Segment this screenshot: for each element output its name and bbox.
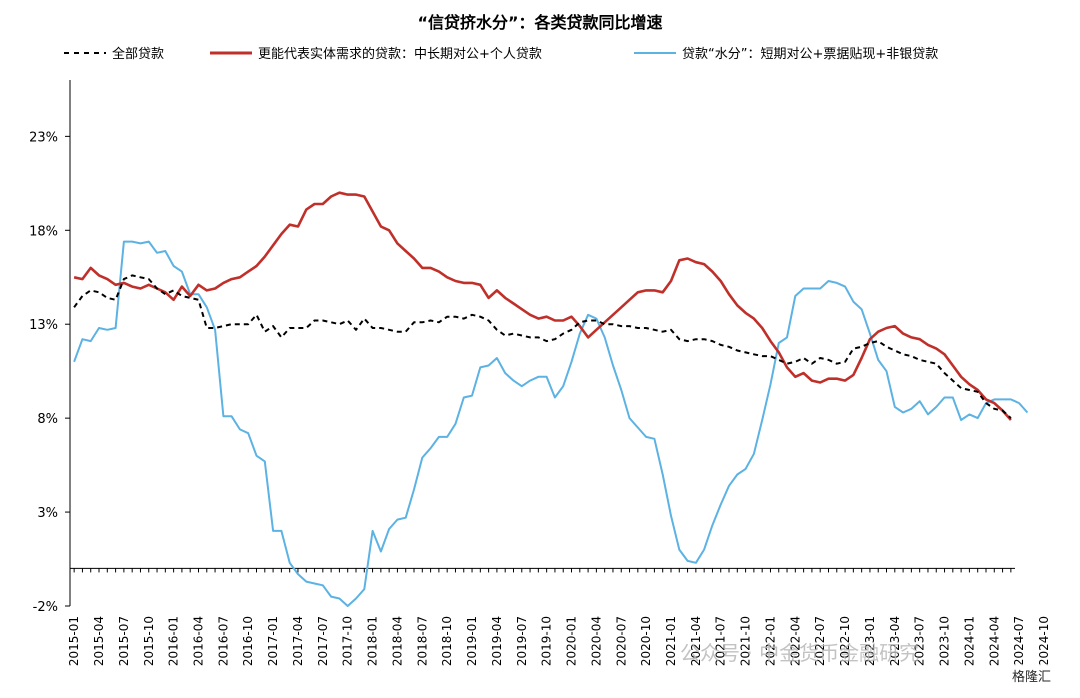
x-tick-label: 2022-01 [763, 616, 777, 666]
series-line-total [73, 274, 1012, 419]
x-tick-label: 2022-10 [838, 616, 852, 666]
x-tick-label: 2024-01 [962, 616, 976, 666]
legend-label-total: 全部贷款 [112, 46, 164, 62]
y-axis: -2% 3% 8% 13% 18% 23% [29, 80, 71, 615]
x-tick-label: 2020-04 [589, 616, 603, 666]
x-tick-label: 2020-10 [639, 616, 653, 666]
watermark: 公众号 · 中金货币金融研究 格隆汇 [680, 641, 1076, 688]
x-tick-label: 2024-04 [987, 616, 1001, 666]
y-tick-label: 23% [29, 130, 58, 145]
x-tick-label: 2018-10 [440, 616, 454, 666]
legend-label-water: 贷款“水分”：短期对公+票据贴现+非银贷款 [682, 47, 938, 62]
x-tick-label: 2016-07 [216, 616, 230, 666]
x-tick-label: 2017-07 [316, 616, 330, 666]
x-tick-label: 2022-04 [788, 616, 802, 666]
x-tick-label: 2024-07 [1012, 616, 1026, 666]
x-tick-label: 2018-01 [366, 616, 380, 666]
y-tick-label: 18% [29, 224, 58, 239]
series-line-water [73, 240, 1029, 607]
chart-title: “信贷挤水分”：各类贷款同比增速 [417, 13, 662, 32]
x-tick-label: 2023-04 [888, 616, 902, 666]
x-tick-label: 2023-01 [863, 616, 877, 666]
x-tick-label: 2021-04 [689, 616, 703, 666]
y-tick-label: 8% [37, 412, 58, 427]
x-tick-label: 2015-01 [67, 616, 81, 666]
x-tick-label: 2017-01 [266, 616, 280, 666]
legend: 全部贷款 更能代表实体需求的贷款：中长期对公+个人贷款 贷款“水分”：短期对公+… [64, 46, 938, 62]
x-tick-label: 2021-07 [714, 616, 728, 666]
x-tick-label: 2015-10 [142, 616, 156, 666]
x-tick-label: 2023-10 [938, 616, 952, 666]
x-tick-label: 2018-07 [415, 616, 429, 666]
x-tick-label: 2023-07 [913, 616, 927, 666]
plot-area [73, 191, 1029, 607]
x-tick-label: 2018-04 [390, 616, 404, 666]
x-tick-label: 2019-07 [515, 616, 529, 666]
watermark-logo-text: 格隆汇 [1012, 669, 1051, 685]
x-tick-label: 2017-10 [341, 616, 355, 666]
x-tick-label: 2024-10 [1037, 616, 1051, 666]
x-tick-label: 2015-07 [117, 616, 131, 666]
x-tick-label: 2021-01 [664, 616, 678, 666]
legend-label-real-demand: 更能代表实体需求的贷款：中长期对公+个人贷款 [258, 46, 542, 62]
x-axis: 2015-01 2015-04 2015-07 2015-10 2016-01 2016-… [67, 567, 1051, 666]
x-tick-label: 2022-07 [813, 616, 827, 666]
legend-item-real-demand: 更能代表实体需求的贷款：中长期对公+个人贷款 [210, 46, 542, 62]
x-tick-label: 2016-01 [167, 616, 181, 666]
x-tick-label: 2020-07 [614, 616, 628, 666]
x-tick-label: 2017-04 [291, 616, 305, 666]
x-tick-label: 2021-10 [739, 616, 753, 666]
x-tick-label: 2015-04 [92, 616, 106, 666]
legend-item-total: 全部贷款 [64, 46, 164, 62]
watermark-logo-box [1000, 664, 1076, 688]
legend-item-water: 贷款“水分”：短期对公+票据贴现+非银贷款 [634, 47, 938, 62]
y-tick-label: 3% [37, 506, 58, 521]
x-tick-label: 2016-10 [241, 616, 255, 666]
y-tick-label: -2% [33, 600, 58, 615]
x-tick-label: 2020-01 [565, 616, 579, 666]
x-tick-label: 2019-10 [540, 616, 554, 666]
x-tick-label: 2019-01 [465, 616, 479, 666]
x-tick-label: 2016-04 [191, 616, 205, 666]
series-line-real-demand [73, 191, 1012, 421]
watermark-text: 公众号 · 中金货币金融研究 [680, 641, 919, 665]
x-tick-label: 2019-04 [490, 616, 504, 666]
y-tick-label: 13% [29, 318, 58, 333]
